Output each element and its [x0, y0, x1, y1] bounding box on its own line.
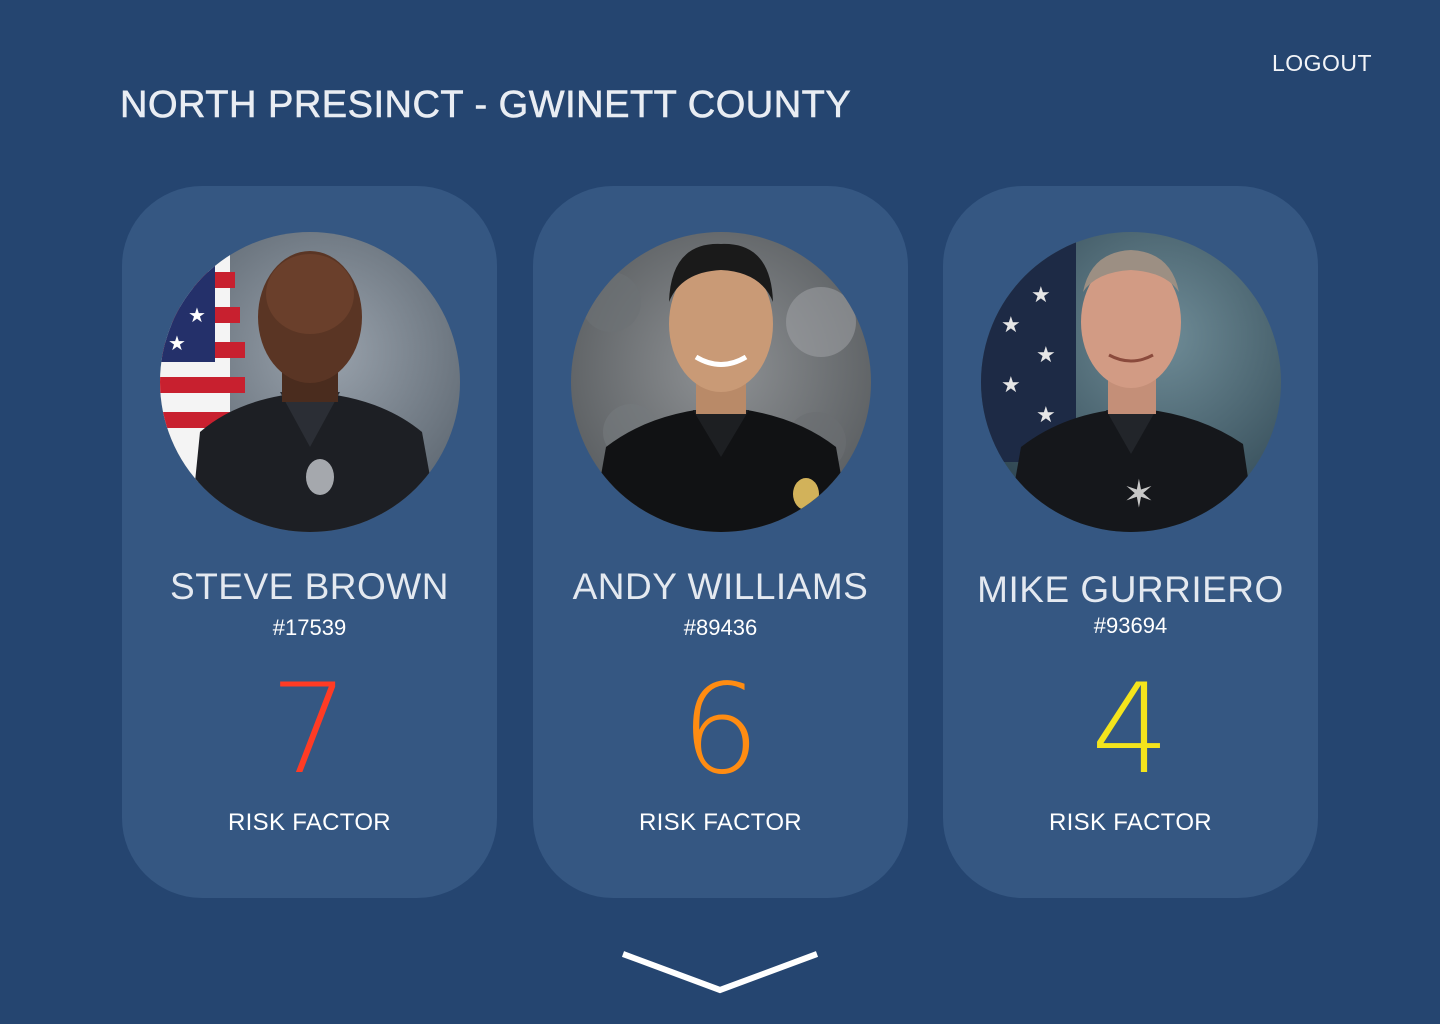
officer-photo: ★ ★ ★ ★ ★ ★ ✶: [981, 232, 1281, 532]
svg-text:★: ★: [188, 303, 206, 327]
officer-photo: [571, 232, 871, 532]
svg-text:★: ★: [168, 331, 186, 355]
svg-text:✶: ✶: [1123, 472, 1155, 516]
svg-text:★: ★: [1031, 283, 1051, 308]
badge-number: #17539: [272, 615, 347, 640]
risk-factor-value: 4: [1091, 658, 1170, 802]
officer-photo: ★ ★ ★: [160, 232, 460, 532]
svg-text:★: ★: [170, 273, 188, 297]
badge-number: #93694: [1093, 613, 1168, 638]
svg-text:★: ★: [1001, 313, 1021, 338]
svg-text:★: ★: [1036, 343, 1056, 368]
officer-name: MIKE GURRIERO: [977, 569, 1284, 610]
risk-factor-label: RISK FACTOR: [639, 809, 802, 836]
officer-name: STEVE BROWN: [170, 566, 449, 607]
risk-factor-label: RISK FACTOR: [228, 809, 391, 836]
svg-text:★: ★: [1036, 403, 1056, 428]
risk-factor-value: 6: [681, 658, 760, 802]
badge-number: #89436: [683, 615, 758, 640]
svg-text:★: ★: [1001, 373, 1021, 398]
officer-name: ANDY WILLIAMS: [572, 566, 869, 607]
page-title: NORTH PRESINCT - GWINETT COUNTY: [120, 84, 852, 127]
officer-card[interactable]: ★ ★ ★ ★ ★ ★ ✶ MIKE GURRIERO #93694 4 RIS…: [943, 186, 1318, 898]
svg-text:★: ★: [996, 258, 1016, 283]
officer-card[interactable]: ★ ★ ★ STEVE BROWN #17539 7 RISK FACTOR: [122, 186, 497, 898]
risk-factor-value: 7: [270, 658, 349, 802]
logout-button[interactable]: LOGOUT: [1271, 50, 1373, 76]
risk-factor-label: RISK FACTOR: [1049, 809, 1212, 836]
chevron-down-icon: [621, 951, 819, 994]
scroll-down-button[interactable]: [620, 948, 820, 998]
officer-card[interactable]: ANDY WILLIAMS #89436 6 RISK FACTOR: [533, 186, 908, 898]
